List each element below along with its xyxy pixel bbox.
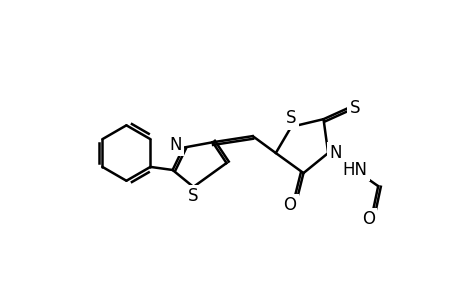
Text: N: N <box>169 136 182 154</box>
Text: S: S <box>285 110 296 128</box>
Text: S: S <box>188 187 198 205</box>
Text: HN: HN <box>342 161 367 179</box>
Text: S: S <box>349 99 359 117</box>
Text: N: N <box>329 144 341 162</box>
Text: O: O <box>283 196 296 214</box>
Text: O: O <box>361 210 374 228</box>
